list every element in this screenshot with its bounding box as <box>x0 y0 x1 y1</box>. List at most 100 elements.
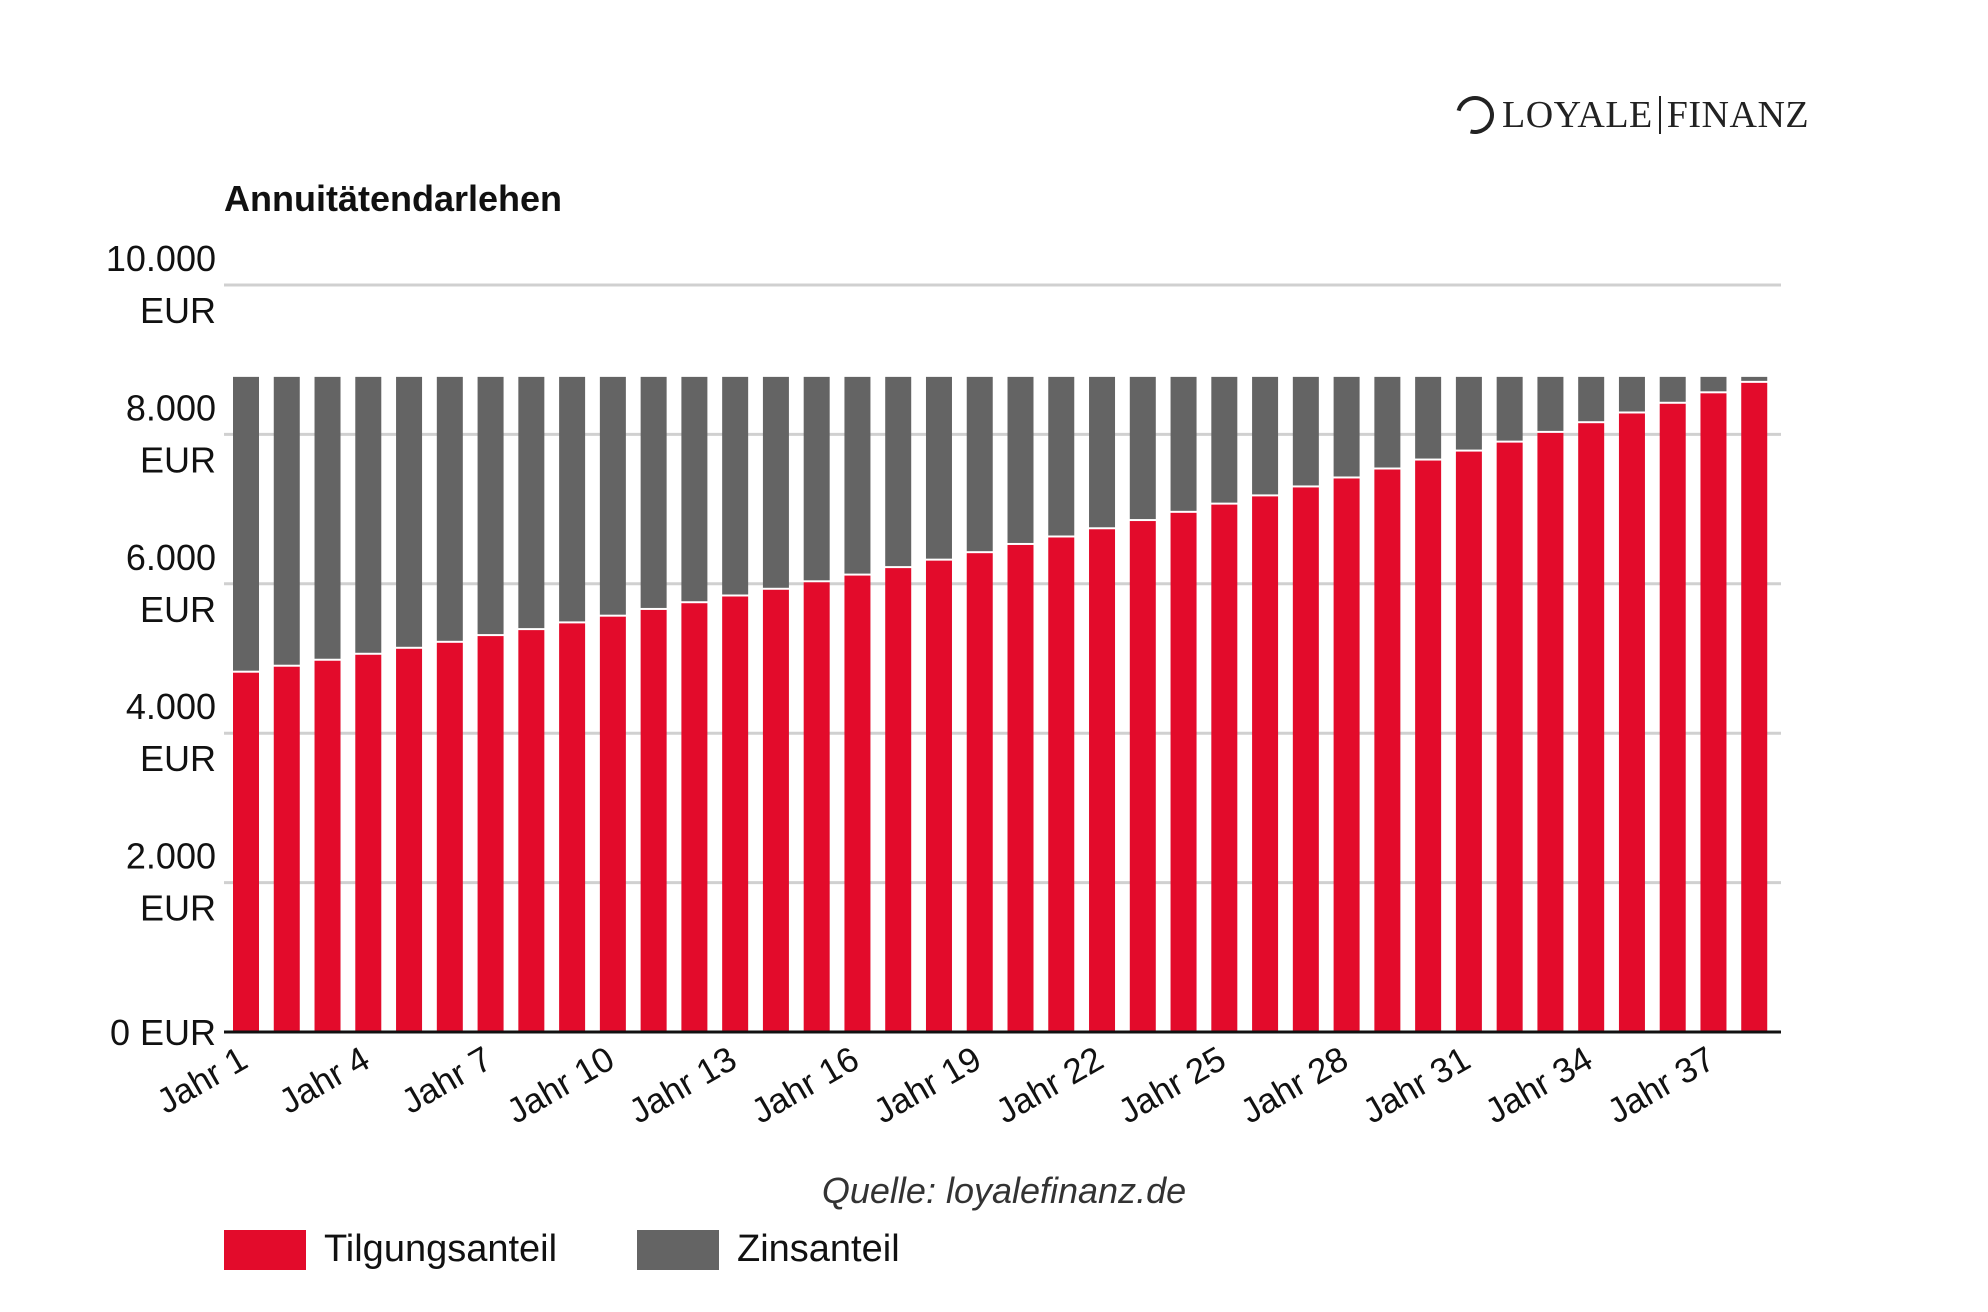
source-note: Quelle: loyalefinanz.de <box>821 1170 1187 1211</box>
bar-zinsanteil <box>314 376 341 659</box>
bar-zinsanteil <box>762 376 789 588</box>
x-tick-label: Jahr 4 <box>273 1039 377 1121</box>
bar-tilgungsanteil <box>1618 413 1645 1032</box>
bar-tilgungsanteil <box>396 648 423 1032</box>
bar-zinsanteil <box>355 376 382 653</box>
bar-zinsanteil <box>966 376 993 552</box>
bar-zinsanteil <box>1741 376 1768 381</box>
bar-zinsanteil <box>640 376 667 608</box>
bar-tilgungsanteil <box>1741 382 1768 1032</box>
bar-tilgungsanteil <box>1659 403 1686 1032</box>
bar-zinsanteil <box>1129 376 1156 520</box>
bar-zinsanteil <box>722 376 749 595</box>
bar-zinsanteil <box>681 376 708 602</box>
legend-swatch-zins <box>637 1229 719 1270</box>
bar-tilgungsanteil <box>599 616 626 1032</box>
x-tick-label: Jahr 16 <box>745 1039 866 1131</box>
bar-tilgungsanteil <box>966 553 993 1032</box>
bar-tilgungsanteil <box>640 609 667 1032</box>
bar-tilgungsanteil <box>1537 432 1564 1032</box>
bar-zinsanteil <box>273 376 300 665</box>
bar-zinsanteil <box>1700 376 1727 392</box>
bar-zinsanteil <box>1659 376 1686 402</box>
x-tick-label: Jahr 25 <box>1112 1039 1233 1131</box>
legend-label-zins: Zinsanteil <box>737 1228 900 1270</box>
bar-zinsanteil <box>885 376 912 567</box>
bar-zinsanteil <box>1578 376 1605 422</box>
x-tick-label: Jahr 37 <box>1601 1039 1722 1131</box>
bar-tilgungsanteil <box>314 660 341 1032</box>
x-tick-label: Jahr 10 <box>500 1039 621 1131</box>
bar-zinsanteil <box>1211 376 1238 503</box>
bar-zinsanteil <box>925 376 952 559</box>
bar-tilgungsanteil <box>436 642 463 1032</box>
bar-tilgungsanteil <box>1415 460 1442 1032</box>
bar-zinsanteil <box>1252 376 1279 495</box>
bar-tilgungsanteil <box>477 636 504 1032</box>
bar-tilgungsanteil <box>1252 496 1279 1032</box>
bar-zinsanteil <box>233 376 259 671</box>
bar-zinsanteil <box>1374 376 1401 468</box>
bar-tilgungsanteil <box>803 582 830 1032</box>
bar-zinsanteil <box>1415 376 1442 459</box>
bar-tilgungsanteil <box>1455 451 1482 1032</box>
bar-tilgungsanteil <box>233 672 259 1032</box>
bar-zinsanteil <box>477 376 504 635</box>
chart-title: Annuitätendarlehen <box>224 178 563 219</box>
y-tick-label: 8.000 EUR <box>126 387 216 480</box>
legend-item-tilgung: Tilgungsanteil <box>224 1228 557 1271</box>
x-tick-label: Jahr 7 <box>395 1039 499 1121</box>
bar-tilgungsanteil <box>355 654 382 1032</box>
bar-zinsanteil <box>1496 376 1523 441</box>
x-tick-label: Jahr 31 <box>1356 1039 1477 1131</box>
y-tick-label: 6.000 EUR <box>126 537 216 630</box>
bar-tilgungsanteil <box>681 603 708 1032</box>
bar-zinsanteil <box>844 376 871 574</box>
bar-tilgungsanteil <box>1129 521 1156 1032</box>
logo: LOYALE FINANZ <box>1449 89 1810 141</box>
bar-zinsanteil <box>1537 376 1564 431</box>
bar-tilgungsanteil <box>1333 478 1360 1032</box>
bar-zinsanteil <box>1292 376 1319 486</box>
bar-tilgungsanteil <box>1048 537 1075 1032</box>
bar-tilgungsanteil <box>1374 469 1401 1032</box>
bar-tilgungsanteil <box>1700 393 1727 1032</box>
logo-text-right: FINANZ <box>1666 94 1810 136</box>
x-tick-label: Jahr 28 <box>1234 1039 1355 1131</box>
x-tick-label: Jahr 22 <box>989 1039 1110 1131</box>
bar-tilgungsanteil <box>885 568 912 1032</box>
legend-label-tilgung: Tilgungsanteil <box>324 1228 558 1270</box>
x-tick-label: Jahr 19 <box>867 1039 988 1131</box>
bar-tilgungsanteil <box>722 596 749 1032</box>
logo-text-left: LOYALE <box>1502 94 1653 136</box>
x-tick-label: Jahr 34 <box>1479 1039 1600 1131</box>
y-tick-label: 10.000 EUR <box>106 238 216 331</box>
bar-tilgungsanteil <box>1211 504 1238 1032</box>
bar-zinsanteil <box>1170 376 1197 511</box>
bar-zinsanteil <box>1333 376 1360 477</box>
bar-zinsanteil <box>436 376 463 641</box>
bar-zinsanteil <box>1089 376 1116 528</box>
legend-swatch-tilgung <box>224 1229 306 1270</box>
bar-zinsanteil <box>1048 376 1075 536</box>
bar-zinsanteil <box>396 376 423 647</box>
bar-tilgungsanteil <box>518 630 545 1032</box>
y-tick-label: 2.000 EUR <box>126 836 216 929</box>
bar-zinsanteil <box>1618 376 1645 412</box>
y-tick-label: 4.000 EUR <box>126 686 216 779</box>
bar-tilgungsanteil <box>925 560 952 1032</box>
bar-tilgungsanteil <box>559 623 586 1032</box>
logo-divider <box>1658 96 1661 134</box>
bar-tilgungsanteil <box>1007 544 1034 1032</box>
bar-tilgungsanteil <box>273 666 300 1032</box>
bar-tilgungsanteil <box>1578 423 1605 1032</box>
bar-zinsanteil <box>803 376 830 581</box>
bar-tilgungsanteil <box>1089 529 1116 1032</box>
bar-zinsanteil <box>559 376 586 622</box>
bar-zinsanteil <box>1007 376 1034 543</box>
x-tick-label: Jahr 13 <box>623 1039 744 1131</box>
legend-item-zins: Zinsanteil <box>637 1228 900 1271</box>
bar-zinsanteil <box>1455 376 1482 450</box>
bar-zinsanteil <box>518 376 545 629</box>
bar-tilgungsanteil <box>1170 512 1197 1032</box>
